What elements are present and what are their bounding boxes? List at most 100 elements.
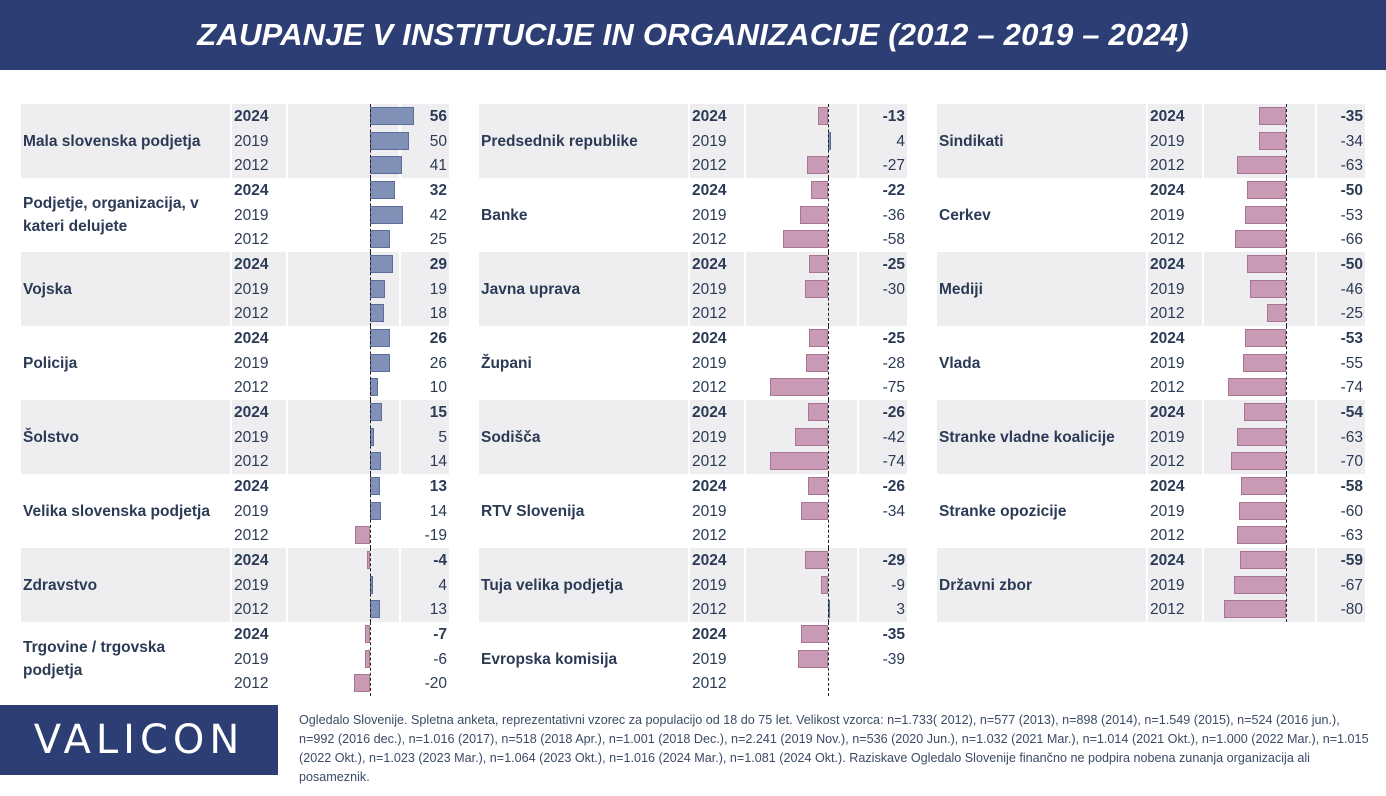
value-label: -58 (882, 231, 905, 249)
value-bar (797, 649, 828, 668)
year-label: 2019 (692, 502, 727, 520)
value-label: -53 (1340, 206, 1363, 224)
year-row: 2024 29 (21, 252, 449, 277)
year-row: 2012 18 (21, 301, 449, 326)
year-row: 2019 -39 (479, 647, 907, 672)
value-label: -25 (882, 256, 905, 273)
value-label: -46 (1340, 280, 1363, 298)
value-bar (370, 279, 385, 298)
institution-label: Predsednik republike (481, 132, 638, 150)
value-bar (1258, 107, 1286, 125)
year-row: 2012 -63 (937, 523, 1365, 548)
value-bar (370, 181, 395, 199)
value-bar (365, 649, 370, 668)
year-label: 2019 (692, 132, 727, 150)
year-row: 2024 -7 (21, 622, 449, 647)
year-label: 2024 (234, 626, 269, 643)
year-row: 2019 -46 (937, 277, 1365, 302)
year-label: 2019 (234, 650, 269, 668)
year-row: 2024 -13 (479, 104, 907, 129)
institution-label: Zdravstvo (23, 576, 98, 594)
year-label: 2019 (1150, 502, 1185, 520)
year-row: 2019 50 (21, 129, 449, 154)
year-label: 2024 (234, 182, 269, 199)
zero-axis-line (828, 252, 829, 326)
year-row: 2019 4 (479, 129, 907, 154)
title-bar: ZAUPANJE V INSTITUCIJE IN ORGANIZACIJE (… (0, 0, 1386, 70)
year-row: 2024 -58 (937, 474, 1365, 499)
year-label: 2024 (234, 404, 269, 421)
value-label: -7 (433, 626, 447, 643)
value-label: -42 (882, 428, 905, 446)
year-row: 2019 -9 (479, 573, 907, 598)
value-label: 14 (429, 502, 447, 520)
value-label: -70 (1340, 453, 1363, 471)
zero-axis-line (370, 474, 371, 548)
year-row: 2012 -74 (479, 449, 907, 474)
value-bar (1240, 477, 1286, 495)
value-label: 18 (429, 305, 447, 323)
institution-label: Velika slovenska podjetja (23, 502, 210, 520)
zero-axis-line (370, 178, 371, 252)
year-row: 2019 -42 (479, 425, 907, 450)
year-label: 2024 (1150, 256, 1185, 273)
year-label: 2012 (1150, 453, 1185, 471)
value-bar (366, 551, 370, 569)
value-bar (804, 279, 828, 298)
year-label: 2012 (692, 527, 727, 545)
value-label: -4 (433, 552, 447, 569)
year-label: 2024 (234, 108, 269, 125)
value-label: -26 (882, 404, 905, 421)
value-label: 4 (896, 132, 905, 150)
year-label: 2024 (1150, 182, 1185, 199)
zero-axis-line (1286, 178, 1287, 252)
value-label: -58 (1340, 478, 1363, 495)
year-label: 2019 (234, 502, 269, 520)
value-bar (1247, 255, 1286, 273)
year-label: 2024 (1150, 404, 1185, 421)
value-label: -50 (1340, 182, 1363, 199)
institution-label: Policija (23, 354, 78, 372)
year-row: 2019 -60 (937, 499, 1365, 524)
year-label: 2024 (234, 478, 269, 495)
year-row: 2019 14 (21, 499, 449, 524)
zero-axis-line (1286, 474, 1287, 548)
value-label: -54 (1340, 404, 1363, 421)
year-row: 2019 4 (21, 573, 449, 598)
zero-axis-line (828, 400, 829, 474)
zero-axis-line (1286, 252, 1287, 326)
value-bar (1243, 403, 1286, 421)
value-bar (1239, 501, 1286, 520)
value-label: -75 (882, 379, 905, 397)
year-label: 2024 (1150, 330, 1185, 347)
year-row: 2012 25 (21, 227, 449, 252)
value-bar (1244, 205, 1286, 224)
year-row: 2019 -34 (479, 499, 907, 524)
value-label: -34 (882, 502, 905, 520)
value-bar (370, 501, 381, 520)
year-row: 2019 -67 (937, 573, 1365, 598)
value-label: -25 (882, 330, 905, 347)
institution-label: Banke (481, 206, 528, 224)
year-row: 2019 19 (21, 277, 449, 302)
year-label: 2019 (1150, 428, 1185, 446)
institution-label: Šolstvo (23, 428, 79, 446)
year-label: 2024 (692, 478, 727, 495)
value-label: 13 (429, 601, 447, 619)
value-bar (1266, 304, 1286, 323)
value-label: -53 (1340, 330, 1363, 347)
value-label: -60 (1340, 502, 1363, 520)
value-bar (364, 625, 370, 643)
year-row: 2024 -26 (479, 474, 907, 499)
year-row: 2024 -4 (21, 548, 449, 573)
value-label: -63 (1340, 527, 1363, 545)
valicon-logo: VALICON (0, 705, 278, 775)
institution-label: Državni zbor (939, 576, 1033, 594)
year-row: 2024 32 (21, 178, 449, 203)
year-label: 2012 (692, 453, 727, 471)
year-label: 2019 (692, 354, 727, 372)
year-label: 2019 (234, 354, 269, 372)
year-label: 2024 (692, 108, 727, 125)
year-row: 2024 -50 (937, 252, 1365, 277)
value-label: -26 (882, 478, 905, 495)
